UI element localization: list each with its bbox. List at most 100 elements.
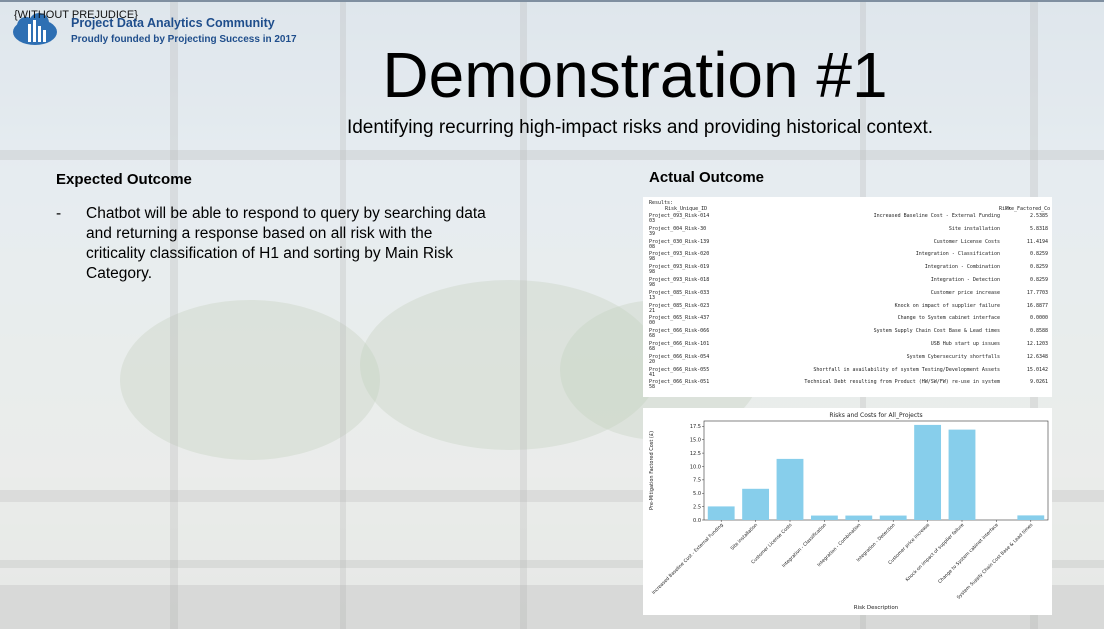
expected-outcome-item: - Chatbot will be able to respond to que… <box>56 204 496 284</box>
y-tick-label: 15.0 <box>690 438 701 444</box>
results-row: Project_066_Risk-054 20 System Cybersecuri… <box>643 354 1052 367</box>
results-column-header: Risk_Unique_ID <box>665 206 708 212</box>
results-risk-id: Project_066_Risk-054 <box>649 353 710 360</box>
x-axis-label: Risk Description <box>854 605 899 611</box>
results-cost-value: 5.8318 <box>1029 225 1048 232</box>
results-risk-id: Project_093_Risk-014 <box>649 213 710 219</box>
results-cost-value: 0.0000 <box>1029 315 1048 322</box>
chart-bar <box>707 506 735 520</box>
results-id-wrap: 68 <box>649 333 656 340</box>
results-id-wrap: 21 <box>649 307 656 314</box>
results-row: Project_093_Risk-020 98 Integration - Clas… <box>643 251 1052 264</box>
y-tick-label: 7.5 <box>693 478 701 484</box>
plot-frame <box>703 420 1049 521</box>
y-tick-label: 0.0 <box>693 518 701 524</box>
results-risk-id: Project_066_Risk-066 <box>649 328 710 335</box>
results-risk-id: Project_066_Risk-051 <box>649 379 710 386</box>
brand-block: Project Data Analytics Community Proudly… <box>71 16 297 45</box>
results-output-panel: Results: Risk_Unique_ID Risk Pre_Factore… <box>643 197 1052 397</box>
results-id-wrap: 20 <box>649 358 656 365</box>
chart-bar <box>948 429 976 520</box>
y-tick-label: 2.5 <box>693 504 701 510</box>
results-row: Project_085_Risk-033 13 Customer price inc… <box>643 290 1052 303</box>
results-cost-value: 12.6348 <box>1026 353 1048 360</box>
chart-bar <box>776 458 804 520</box>
results-risk-name: Site installation <box>948 225 1000 232</box>
y-axis-label: Pre-Mitigation Factored Cost (£) <box>649 431 655 510</box>
chart-bar <box>914 424 942 520</box>
results-risk-name: Knock on impact of supplier failure <box>894 302 1000 309</box>
results-id-wrap: 98 <box>649 282 656 288</box>
chart-bar <box>810 515 838 520</box>
chart-bar <box>1017 515 1045 520</box>
top-border <box>0 0 1104 2</box>
chart-title: Risks and Costs for All_Projects <box>829 412 922 419</box>
x-tick-label: System Supply Chain Cost Base & Lead tim… <box>956 522 1035 601</box>
results-risk-name: Integration - Classification <box>915 251 1000 258</box>
results-risk-id: Project_085_Risk-023 <box>649 302 710 309</box>
results-risk-name: Integration - Combination <box>924 264 1000 271</box>
results-id-wrap: 98 <box>649 269 656 276</box>
brand-name: Project Data Analytics Community <box>71 16 275 30</box>
without-prejudice-label: {WITHOUT PREJUDICE} <box>14 9 138 21</box>
chart-bar <box>742 488 770 520</box>
results-id-wrap: 39 <box>649 230 656 237</box>
results-risk-name: Customer License Costs <box>933 238 1000 245</box>
results-cost-value: 0.8259 <box>1029 251 1048 258</box>
risk-cost-chart: Risks and Costs for All_Projects 0.0 2.5 5.… <box>643 408 1052 615</box>
results-cost-value: 0.8259 <box>1029 277 1048 283</box>
results-column-header: Pre_Factored_Co <box>1005 206 1051 212</box>
results-row: Project_066_Risk-051 58 Technical Debt res… <box>643 379 1052 392</box>
results-row: Project_085_Risk-023 21 Knock on impact of… <box>643 303 1052 316</box>
community-logo-icon <box>13 13 57 45</box>
results-id-wrap: 58 <box>649 384 656 391</box>
y-tick-label: 17.5 <box>690 424 701 430</box>
results-id-wrap: 98 <box>649 256 656 263</box>
results-cost-value: 9.0261 <box>1029 379 1048 386</box>
y-tick-label: 5.0 <box>693 491 701 497</box>
results-row: Project_065_Risk-437 00 Change to System c… <box>643 315 1052 328</box>
results-column-header: Risk <box>999 206 1012 212</box>
results-risk-id: Project_093_Risk-018 <box>649 277 710 283</box>
chart-bar <box>845 515 873 520</box>
bullet-marker: - <box>56 205 62 222</box>
results-row: Project_093_Risk-018 98 Integration - Dete… <box>643 277 1052 290</box>
expected-outcome-list: - Chatbot will be able to respond to que… <box>56 204 496 284</box>
results-risk-id: Project_093_Risk-020 <box>649 251 710 258</box>
results-risk-name: Increased Baseline Cost - External Fundi… <box>873 213 1000 219</box>
slide-title: Demonstration #1 <box>382 39 888 111</box>
results-cost-value: 0.8588 <box>1029 328 1048 335</box>
results-id-wrap: 68 <box>649 346 656 352</box>
results-risk-name: System Supply Chain Cost Base & Lead tim… <box>873 328 1000 335</box>
results-cost-value: 2.5385 <box>1029 213 1048 219</box>
chart-svg: Risks and Costs for All_Projects 0.0 2.5 5.… <box>649 412 1049 611</box>
results-risk-name: Technical Debt resulting from Product (H… <box>804 379 1000 386</box>
y-tick-label: 12.5 <box>690 451 701 457</box>
results-cost-value: 0.8259 <box>1029 264 1048 271</box>
results-id-wrap: 03 <box>649 218 656 224</box>
results-row: Project_066_Risk-055 41 Shortfall in avail… <box>643 367 1052 380</box>
expected-outcome-text: Chatbot will be able to respond to query… <box>86 205 486 282</box>
results-risk-name: Shortfall in availability of system Test… <box>813 366 1000 373</box>
results-risk-id: Project_093_Risk-019 <box>649 264 710 271</box>
results-row: Project_004_Risk-30 39 Site installation 5.… <box>643 226 1052 239</box>
results-risk-name: Integration - Detection <box>930 277 1000 283</box>
results-risk-name: USB Hub start up issues <box>930 341 1000 347</box>
results-risk-name: Customer price increase <box>930 289 1000 296</box>
results-risk-id: Project_066_Risk-055 <box>649 366 710 373</box>
results-row: Project_093_Risk-019 98 Integration - Comb… <box>643 264 1052 277</box>
results-risk-id: Project_065_Risk-437 <box>649 315 710 322</box>
brand-tagline: Proudly founded by Projecting Success in… <box>71 34 297 45</box>
x-tick-label: Increased Baseline Cost - External Fundi… <box>651 522 725 596</box>
slide-subtitle: Identifying recurring high-impact risks … <box>346 117 934 138</box>
chart-bar <box>879 515 907 520</box>
results-id-wrap: 13 <box>649 294 656 301</box>
results-id-wrap: 08 <box>649 243 656 250</box>
y-tick-label: 10.0 <box>690 464 701 470</box>
results-cost-value: 17.7703 <box>1026 289 1048 296</box>
results-cost-value: 16.8877 <box>1026 302 1048 309</box>
expected-outcome-heading: Expected Outcome <box>56 171 192 188</box>
results-row: Project_030_Risk-139 08 Customer License C… <box>643 239 1052 252</box>
results-risk-name: Change to System cabinet interface <box>897 315 1000 322</box>
results-cost-value: 15.0142 <box>1026 366 1048 373</box>
